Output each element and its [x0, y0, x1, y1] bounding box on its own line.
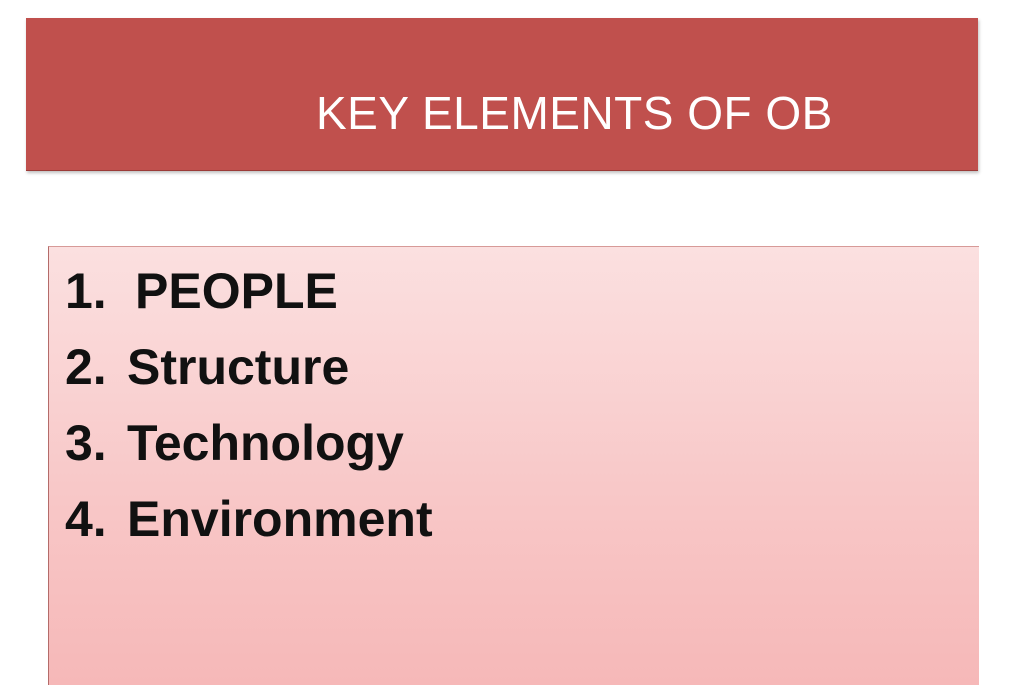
list-item-label: Structure — [127, 339, 350, 395]
key-elements-list: 1. PEOPLE 2. Structure 3. Technology 4. Envi… — [65, 253, 433, 557]
list-item-label: PEOPLE — [135, 263, 338, 319]
list-item-number: 4. — [65, 491, 107, 547]
content-box: 1. PEOPLE 2. Structure 3. Technology 4. Envi… — [48, 246, 979, 685]
list-item: 1. PEOPLE — [65, 253, 433, 329]
list-item: 3. Technology — [65, 405, 433, 481]
list-item: 4. Environment — [65, 481, 433, 557]
list-item-label: Environment — [127, 491, 433, 547]
list-item: 2. Structure — [65, 329, 433, 405]
list-item-number: 3. — [65, 415, 107, 471]
list-item-label: Technology — [127, 415, 404, 471]
list-item-number: 1. — [65, 263, 107, 319]
title-banner: KEY ELEMENTS OF OB — [26, 18, 978, 171]
slide-title: KEY ELEMENTS OF OB — [316, 87, 833, 139]
list-item-number: 2. — [65, 339, 107, 395]
